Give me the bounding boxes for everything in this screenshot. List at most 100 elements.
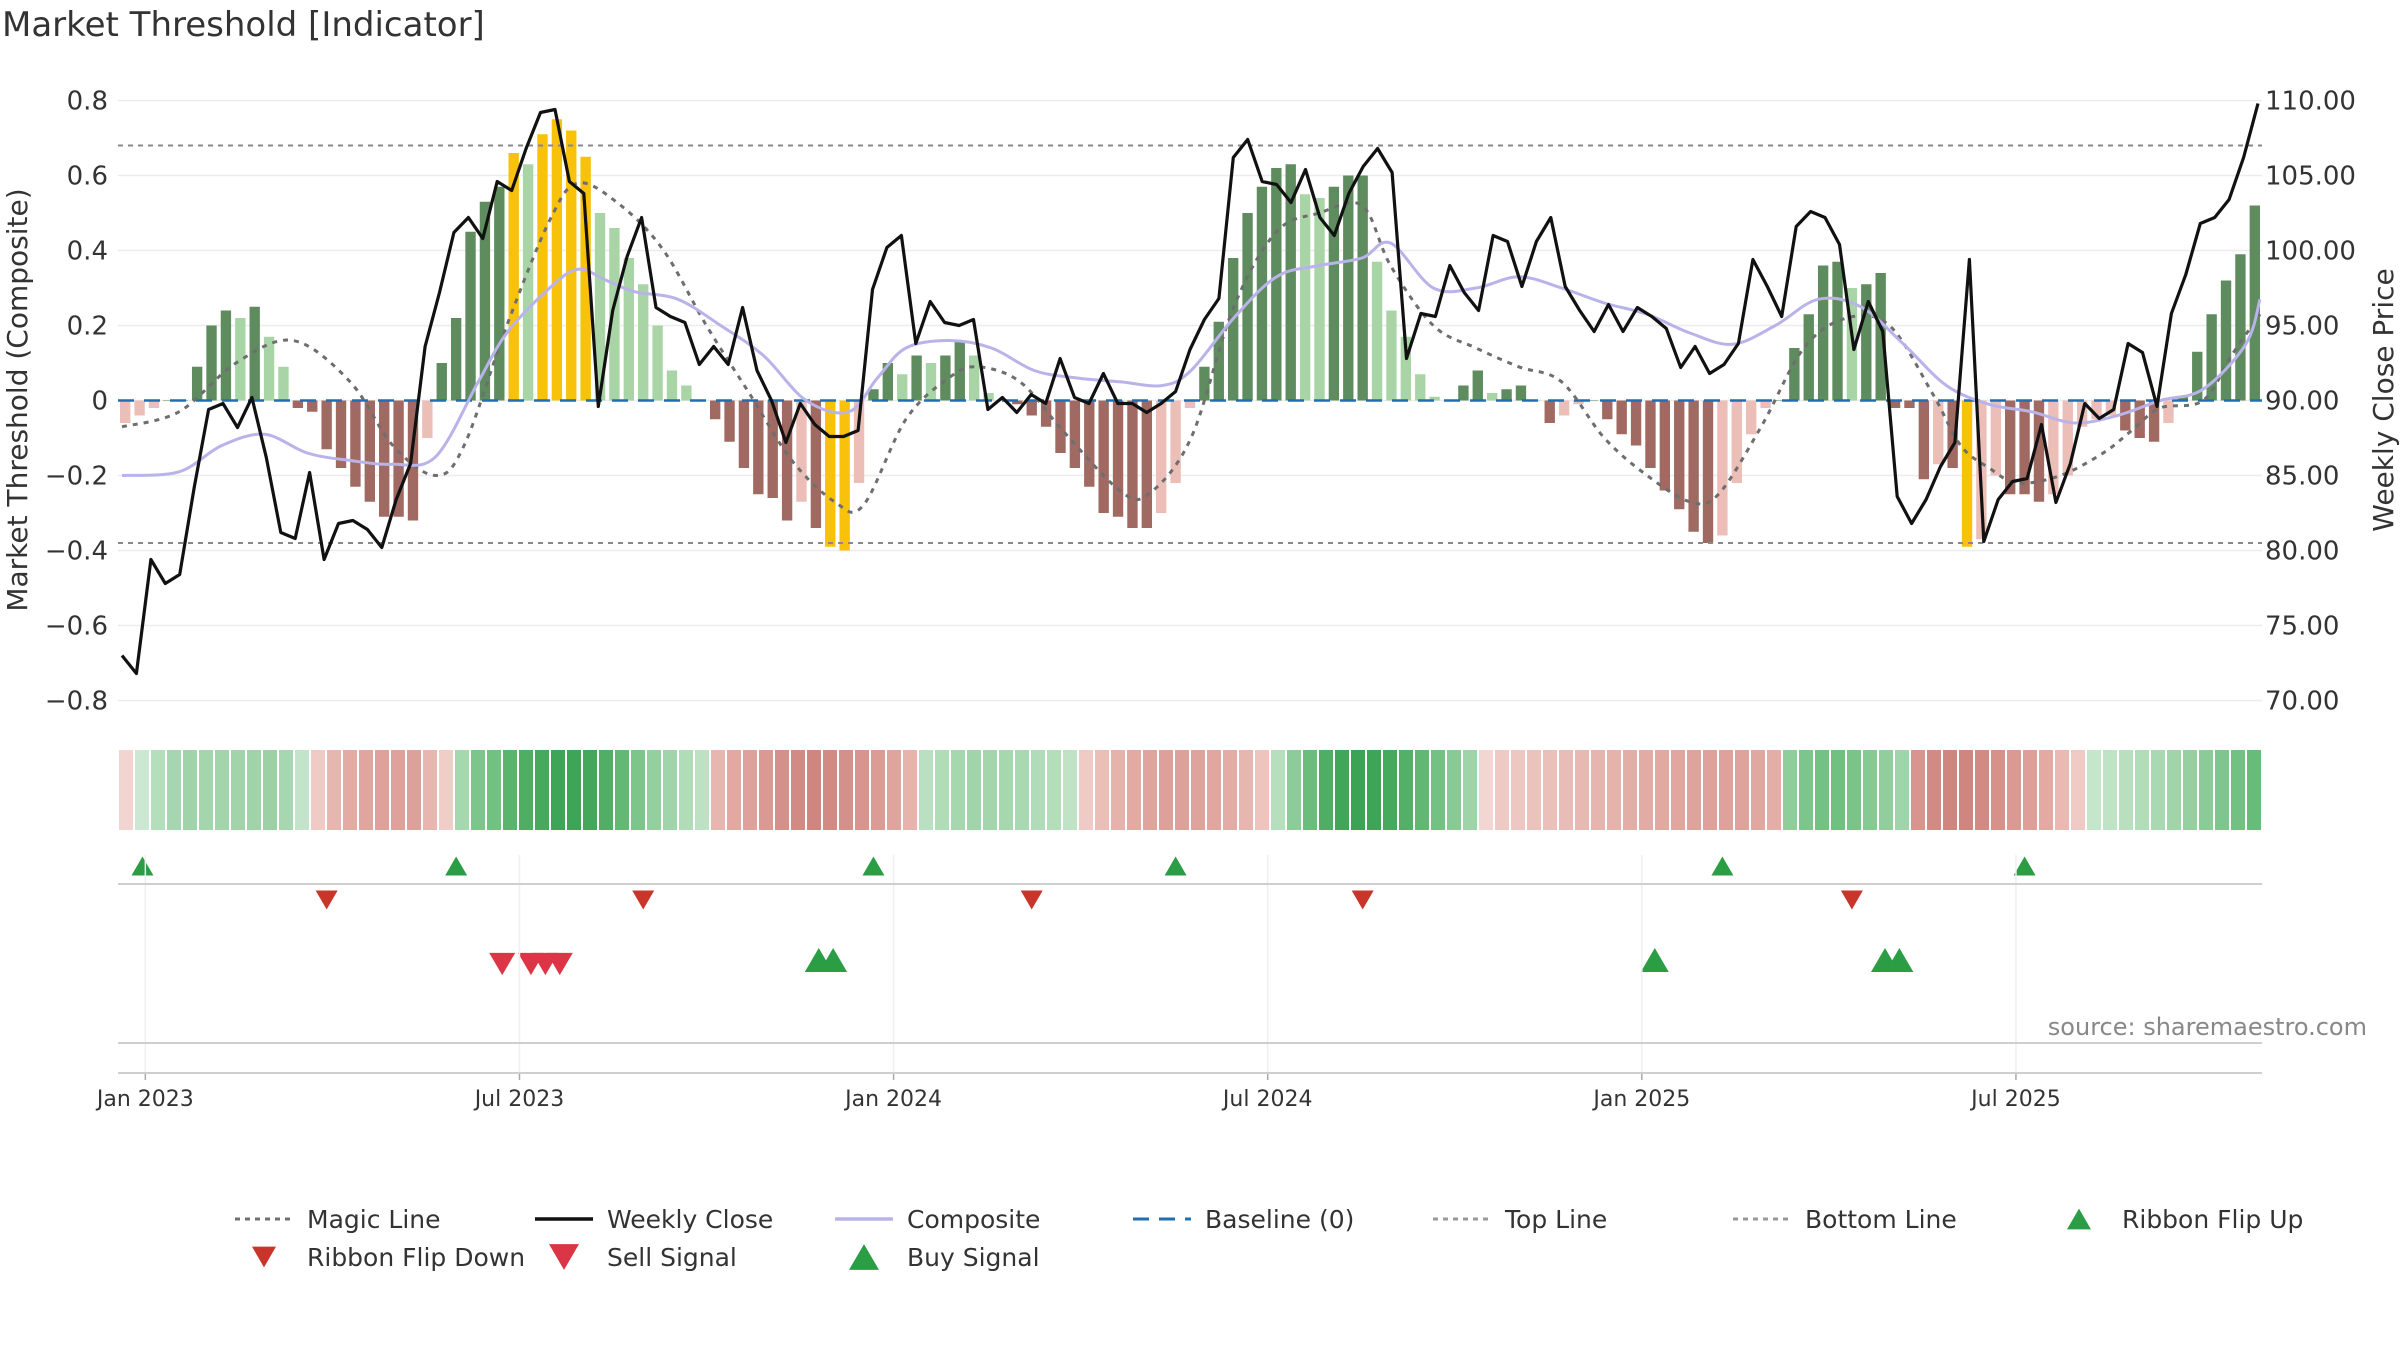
ribbon-flip-up-marker	[862, 856, 885, 876]
composite-bar	[1400, 336, 1412, 401]
ribbon-segment	[1639, 750, 1653, 830]
ribbon-segment	[1975, 750, 1989, 830]
composite-bar	[2134, 400, 2145, 438]
axes-layer: 0.8 0.6 0.4 0.2 0 −0.2 −0.4 −0.6 −0.8 110.00 105.0…	[45, 87, 2356, 717]
composite-bar	[321, 400, 332, 450]
composite-bar	[1515, 385, 1527, 401]
composite-bar	[307, 400, 318, 412]
composite-bar	[781, 400, 793, 521]
ribbon-segment	[2119, 750, 2133, 830]
composite-bar	[897, 374, 908, 401]
ribbon-segment	[1719, 750, 1733, 830]
composite-bar	[1875, 273, 1886, 401]
composite-bar	[709, 400, 721, 420]
ribbon-segment	[647, 750, 661, 830]
ribbon-segment	[2215, 750, 2229, 830]
composite-bar	[1486, 393, 1498, 401]
ribbon-segment	[199, 750, 213, 830]
composite-bar	[479, 201, 491, 401]
ribbon-segment	[167, 750, 181, 830]
composite-bar	[1386, 310, 1397, 401]
ribbon-segment	[231, 750, 245, 830]
composite-bar	[1415, 374, 1426, 401]
composite-bar	[2091, 400, 2102, 420]
composite-bar	[450, 318, 462, 401]
ribbon-segment	[2167, 750, 2181, 830]
ribbon-segment	[1095, 750, 1109, 830]
legend-swatch	[252, 1246, 276, 1268]
composite-bar	[2019, 400, 2030, 495]
ribbon-segment	[1367, 750, 1381, 830]
composite-bar	[868, 389, 879, 401]
buy-signal-marker	[819, 947, 848, 973]
ribbon-flip-up-marker	[1711, 856, 1734, 876]
ribbon-segment	[1591, 750, 1605, 830]
ribbon-segment	[1703, 750, 1717, 830]
ribbon-segment	[1015, 750, 1029, 830]
ribbon-segment	[1911, 750, 1925, 830]
composite-bar	[1357, 175, 1368, 401]
composite-bar	[983, 393, 994, 401]
x-tick-label: Jul 2024	[1221, 1087, 1313, 1112]
composite-bar	[1861, 284, 1872, 401]
ribbon-flip-up-marker	[131, 856, 154, 876]
composite-bar	[494, 186, 505, 401]
composite-bar	[839, 400, 850, 551]
composite-bar	[767, 400, 778, 498]
composite-bar	[1717, 400, 1728, 536]
composite-bar	[580, 156, 591, 401]
composite-bar	[522, 164, 534, 401]
ribbon-segment	[135, 750, 149, 830]
composite-bar	[1343, 175, 1354, 401]
y-left-tick-label: −0.2	[45, 462, 108, 492]
composite-bar	[1731, 400, 1742, 483]
ribbon-segment	[727, 750, 741, 830]
composite-bar	[1256, 186, 1268, 401]
ribbon-segment	[2087, 750, 2101, 830]
composite-bar	[407, 400, 419, 521]
composite-bar	[1501, 389, 1512, 401]
legend-label: Ribbon Flip Down	[307, 1243, 525, 1272]
composite-bar	[1285, 164, 1296, 401]
ribbon-segment	[1799, 750, 1813, 830]
composite-bar	[1184, 400, 1196, 408]
ribbon-segment	[1543, 750, 1557, 830]
composite-bar	[235, 318, 246, 401]
composite-bar	[1271, 168, 1282, 401]
ribbon-flip-down-marker	[1351, 890, 1374, 910]
composite-bar	[1012, 400, 1023, 405]
ribbon-segment	[2231, 750, 2245, 830]
composite-bar	[825, 400, 836, 547]
composite-bar	[566, 130, 577, 401]
composite-bar	[1573, 400, 1584, 405]
composite-bar	[1918, 400, 1930, 480]
composite-bar	[2163, 400, 2174, 423]
x-axis: Jan 2023 Jul 2023 Jan 2024 Jul 2024 Jan 2025…	[95, 855, 2262, 1112]
chart-title: Market Threshold [Indicator]	[2, 5, 485, 45]
buy-signal-marker	[1640, 947, 1669, 973]
y-left-tick-label: −0.6	[45, 612, 108, 642]
composite-bar	[1026, 400, 1037, 416]
ribbon-segment	[1159, 750, 1173, 830]
composite-bar	[191, 366, 203, 401]
ribbon-segment	[855, 750, 869, 830]
ribbon-segment	[1207, 750, 1221, 830]
ribbon-segment	[503, 750, 517, 830]
ribbon-segment	[743, 750, 757, 830]
y-left-tick-label: −0.8	[45, 687, 108, 717]
ribbon-segment	[839, 750, 853, 830]
ribbon-segment	[391, 750, 405, 830]
composite-bar	[2177, 396, 2189, 401]
y-left-tick-label: −0.4	[45, 537, 108, 567]
legend-swatch	[549, 1244, 579, 1270]
ribbon-segment	[999, 750, 1013, 830]
y-right-tick-label: 70.00	[2265, 687, 2339, 717]
series-lines	[118, 103, 2262, 676]
ribbon-segment	[1255, 750, 1269, 830]
ribbon-segment	[551, 750, 565, 830]
y-right-tick-label: 110.00	[2265, 87, 2356, 117]
composite-bar	[1098, 400, 1109, 513]
ribbon-segment	[871, 750, 885, 830]
composite-bar	[1156, 400, 1167, 513]
